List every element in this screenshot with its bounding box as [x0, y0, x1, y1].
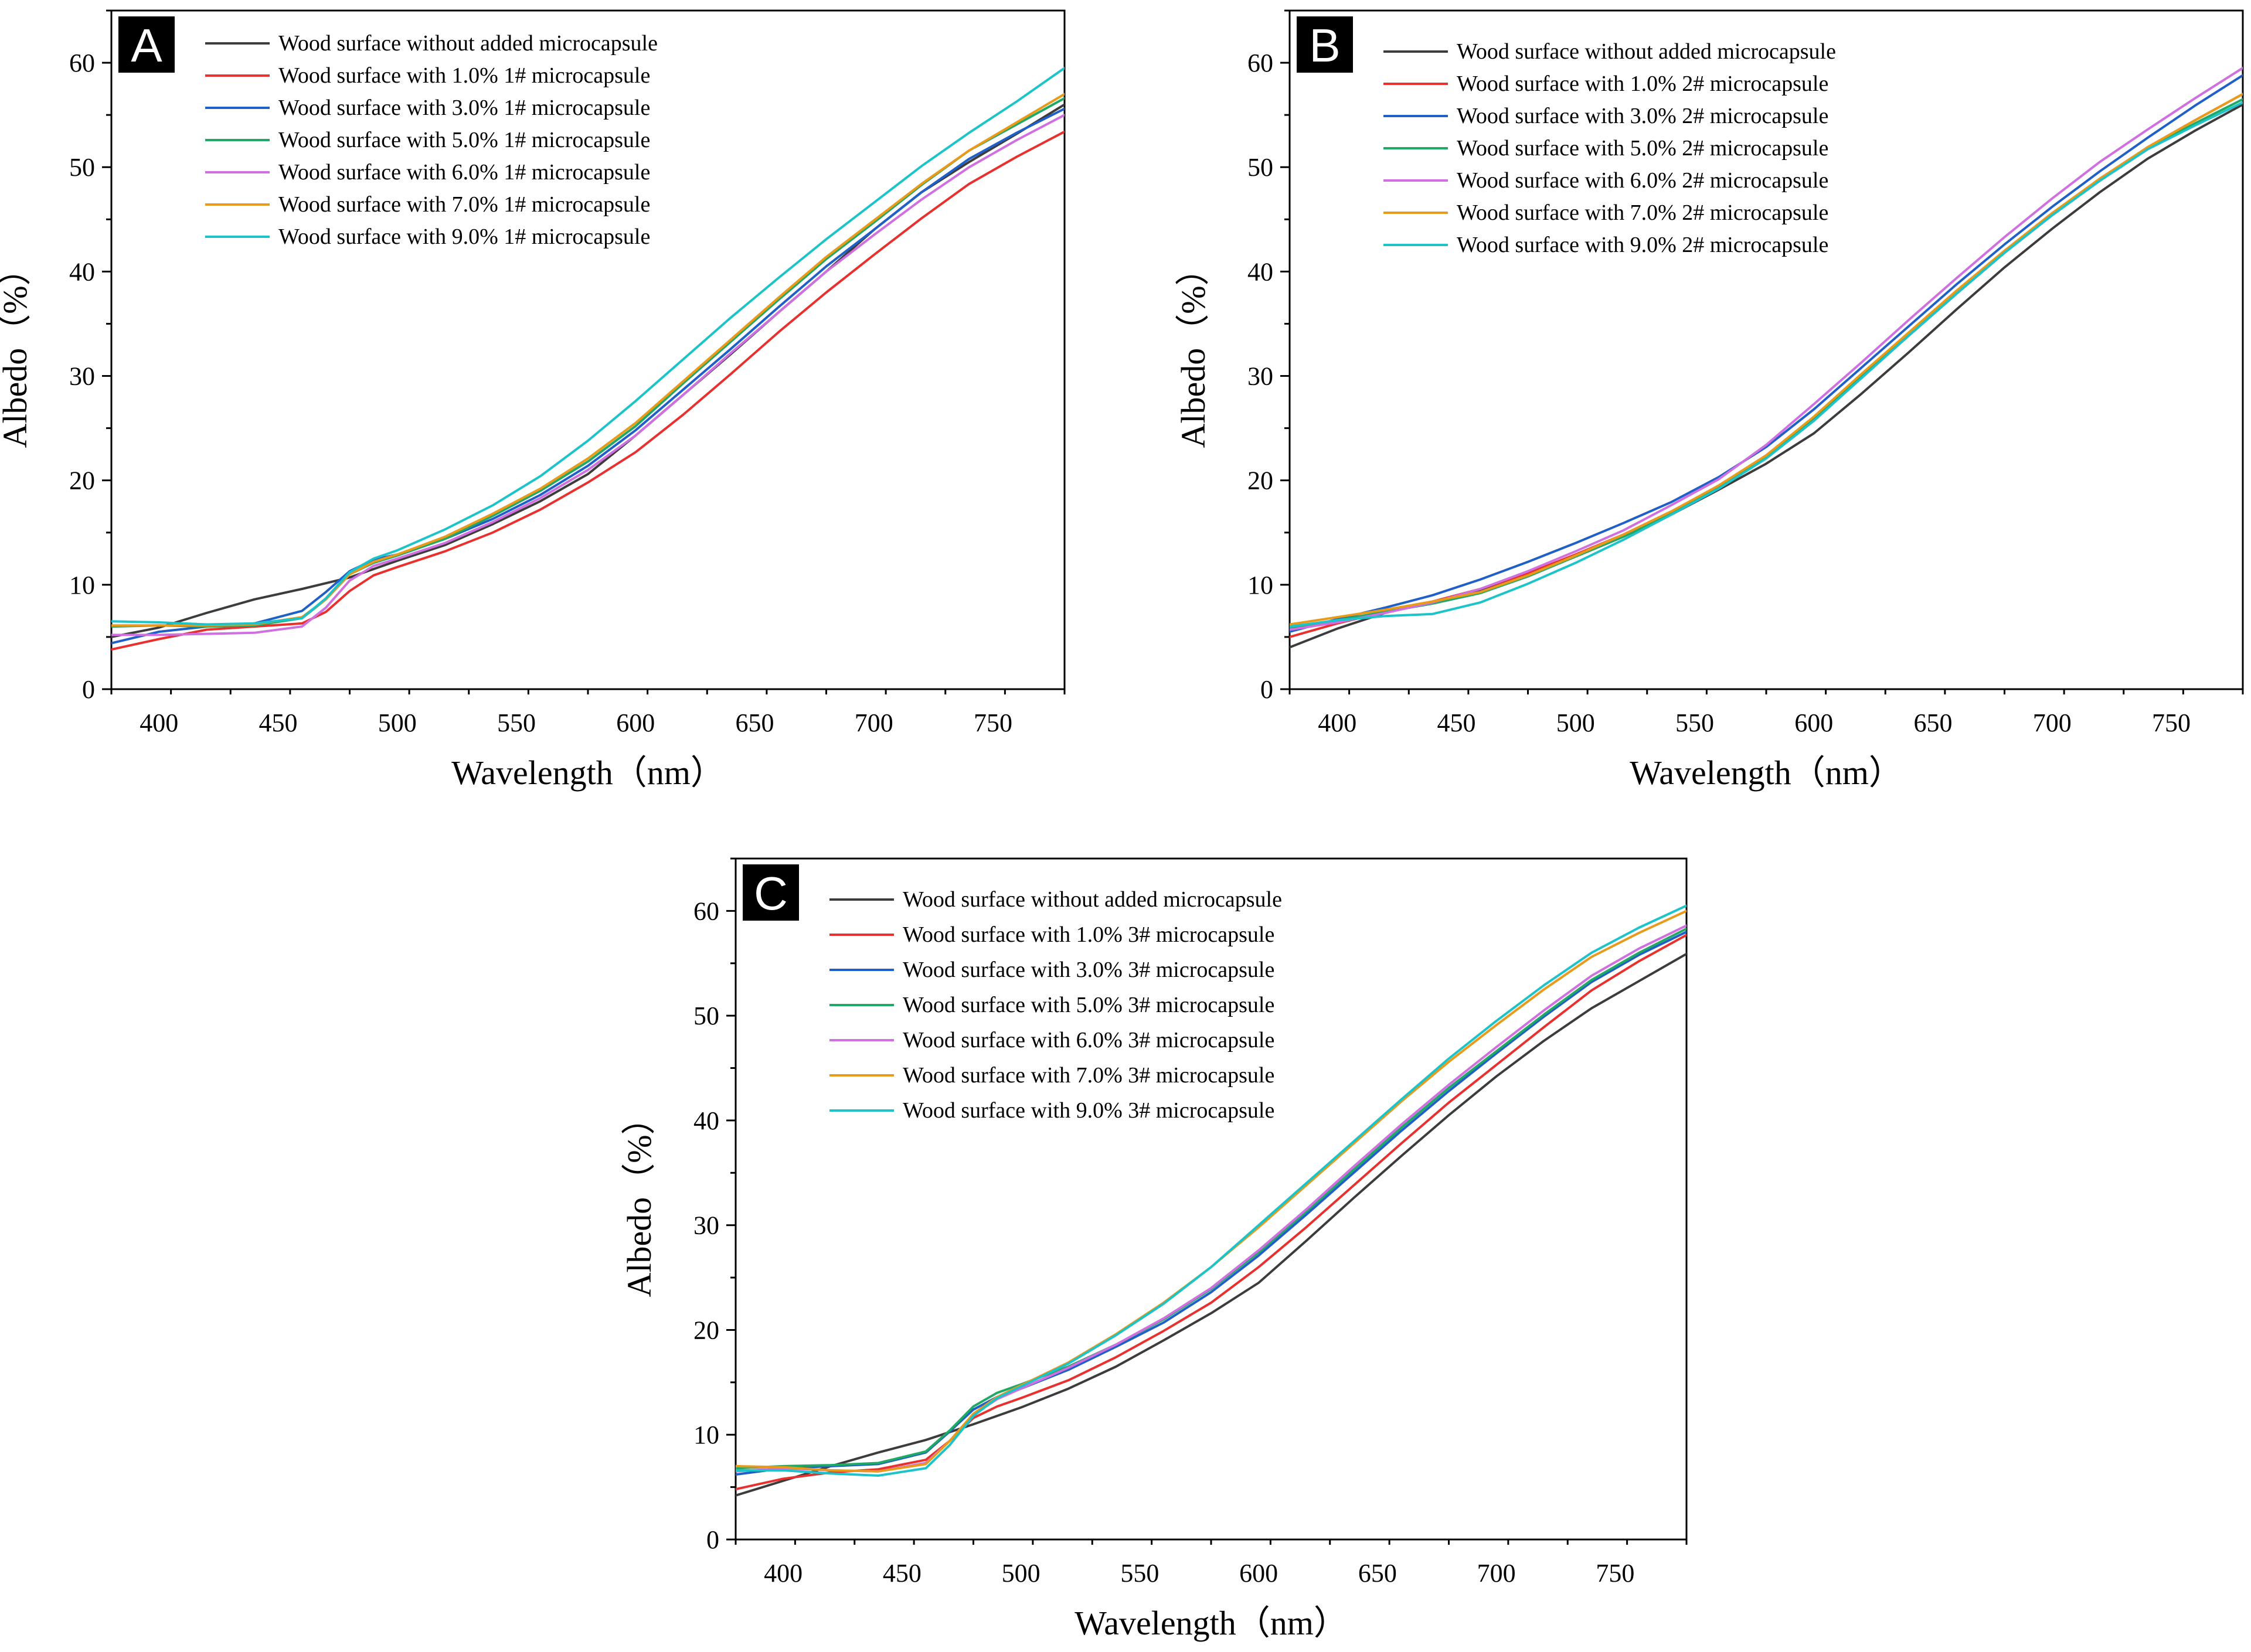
panel-a-y-tick-label: 30 — [69, 362, 95, 391]
panel-b-y-tick-label: 30 — [1247, 362, 1273, 391]
panel-c-legend-label-1: Wood surface with 1.0% 3# microcapsule — [903, 922, 1274, 947]
panel-b-letter-badge — [1297, 16, 1353, 73]
panel-b-x-tick-label: 500 — [1556, 709, 1595, 737]
panel-a-chart: 400 450 500 550 600 650 700 750 0 10 20 30 40 50 60 Wav… — [0, 9, 1066, 792]
panel-a-series-line-1 — [111, 130, 1065, 651]
panel-a-series-group — [111, 67, 1065, 651]
panel-c-y-tick-label: 60 — [693, 897, 719, 925]
panel-b-x-tick-label: 650 — [1914, 709, 1953, 737]
panel-c-series-line-1 — [736, 934, 1686, 1491]
panel-c-y-tick-label: 50 — [693, 1002, 719, 1030]
panel-b-legend-label-4: Wood surface with 6.0% 2# microcapsule — [1457, 168, 1828, 193]
panel-a-x-tick-label: 450 — [259, 709, 298, 737]
panel-a-y-axis-title: Albedo（%） — [0, 251, 34, 448]
panel-b-x-tick-label: 450 — [1437, 709, 1476, 737]
panel-c-chart: 400 450 500 550 600 650 700 750 0 10 20 30 40 50 60 Wav… — [620, 857, 1688, 1642]
panel-a-legend-label-0: Wood surface without added microcapsule — [278, 31, 658, 56]
panel-b-series-line-2 — [1290, 74, 2243, 633]
panel-c-series-line-0 — [736, 952, 1686, 1497]
panel-c-x-tick-label: 650 — [1358, 1559, 1397, 1588]
panel-c-x-tick-label: 550 — [1120, 1559, 1159, 1588]
panel-c-legend-label-2: Wood surface with 3.0% 3# microcapsule — [903, 958, 1274, 982]
panel-b-series-group — [1290, 67, 2243, 649]
panel-c-y-tick-label: 10 — [693, 1421, 719, 1449]
panel-b-y-tick-label: 20 — [1247, 466, 1273, 495]
panel-c-y-tick-label: 30 — [693, 1211, 719, 1240]
panel-c-series-line-6 — [736, 904, 1686, 1477]
panel-b-x-axis-title: Wavelength（nm） — [1630, 754, 1903, 792]
panel-a-legend-label-2: Wood surface with 3.0% 1# microcapsule — [278, 96, 650, 120]
panel-a-x-tick-label: 600 — [616, 709, 655, 737]
panel-b-y-tick-label: 50 — [1247, 153, 1273, 182]
panel-a-x-tick-label: 550 — [497, 709, 536, 737]
panel-a-legend-label-6: Wood surface with 9.0% 1# microcapsule — [278, 224, 650, 249]
panel-a-y-tick-label: 40 — [69, 257, 95, 286]
panel-b-series-line-6 — [1290, 101, 2243, 628]
panel-b-x-tick-label: 600 — [1794, 709, 1833, 737]
panel-b-x-tick-label: 750 — [2152, 709, 2191, 737]
panel-a-letter: A — [131, 19, 162, 71]
panel-a-x-tick-label: 400 — [140, 709, 178, 737]
panel-a-x-tick-label: 700 — [855, 709, 893, 737]
panel-a-x-tick-label: 650 — [736, 709, 774, 737]
panel-c-y-tick-label: 0 — [706, 1525, 719, 1554]
panel-a-legend-label-1: Wood surface with 1.0% 1# microcapsule — [278, 63, 650, 88]
panel-c-legend: Wood surface without added microcapsule W… — [829, 887, 1282, 1123]
panel-a-legend-label-5: Wood surface with 7.0% 1# microcapsule — [278, 192, 650, 217]
panel-c-x-axis-title: Wavelength（nm） — [1075, 1604, 1348, 1642]
panel-c-letter-badge — [743, 864, 799, 921]
panel-b-legend-label-0: Wood surface without added microcapsule — [1457, 39, 1836, 64]
panel-b-legend-label-1: Wood surface with 1.0% 2# microcapsule — [1457, 71, 1828, 96]
panel-a-x-tick-label: 750 — [974, 709, 1012, 737]
panel-a-x-axis-title: Wavelength（nm） — [451, 754, 725, 792]
panel-b-x-tick-label: 550 — [1675, 709, 1714, 737]
panel-a-series-line-6 — [111, 67, 1065, 626]
panel-a-legend-label-4: Wood surface with 6.0% 1# microcapsule — [278, 160, 650, 185]
panel-c-letter: C — [754, 867, 788, 919]
panel-b-chart: 400 450 500 550 600 650 700 750 0 10 20 30 40 50 60 Wav… — [1174, 9, 2244, 792]
panel-c-legend-label-0: Wood surface without added microcapsule — [903, 887, 1282, 912]
panel-c-x-tick-label: 750 — [1596, 1559, 1634, 1588]
panel-c-x-tick-label: 600 — [1239, 1559, 1278, 1588]
panel-a-series-line-4 — [111, 114, 1065, 636]
panel-b-y-tick-label: 40 — [1247, 257, 1273, 286]
panel-c-y-tick-label: 20 — [693, 1316, 719, 1344]
panel-b-y-tick-label: 10 — [1247, 571, 1273, 600]
panel-b-y-axis-title: Albedo（%） — [1174, 251, 1212, 448]
panel-a-y-tick-label: 0 — [82, 675, 95, 704]
panel-a-legend: Wood surface without added microcapsule W… — [205, 31, 658, 249]
panel-b-legend: Wood surface without added microcapsule W… — [1383, 39, 1836, 257]
panel-a-y-tick-label: 60 — [69, 49, 95, 77]
panel-c-legend-label-6: Wood surface with 9.0% 3# microcapsule — [903, 1098, 1274, 1123]
panel-c-series-group — [736, 904, 1686, 1497]
panel-b-letter: B — [1309, 19, 1340, 71]
panel-a-y-tick-label: 50 — [69, 153, 95, 182]
panel-b-x-tick-label: 400 — [1318, 709, 1356, 737]
panel-a-y-tick-label: 20 — [69, 466, 95, 495]
panel-b-legend-label-2: Wood surface with 3.0% 2# microcapsule — [1457, 104, 1828, 128]
panel-c-x-tick-label: 500 — [1002, 1559, 1041, 1588]
panel-a-legend-label-3: Wood surface with 5.0% 1# microcapsule — [278, 128, 650, 152]
panel-c-x-tick-label: 450 — [883, 1559, 922, 1588]
panel-b-y-tick-label: 60 — [1247, 49, 1273, 77]
panel-b-x-tick-label: 700 — [2033, 709, 2072, 737]
panel-b-series-line-5 — [1290, 93, 2243, 626]
panel-c-legend-label-4: Wood surface with 6.0% 3# microcapsule — [903, 1028, 1274, 1052]
panel-c-legend-label-3: Wood surface with 5.0% 3# microcapsule — [903, 993, 1274, 1017]
panel-b-y-tick-label: 0 — [1260, 675, 1273, 704]
panel-b-legend-label-3: Wood surface with 5.0% 2# microcapsule — [1457, 136, 1828, 161]
panel-c-y-axis-title: Albedo（%） — [620, 1101, 658, 1297]
panel-b-legend-label-5: Wood surface with 7.0% 2# microcapsule — [1457, 200, 1828, 225]
panel-c-x-tick-label: 400 — [764, 1559, 803, 1588]
panel-a-letter-badge — [118, 16, 175, 73]
panel-b-legend-label-6: Wood surface with 9.0% 2# microcapsule — [1457, 233, 1828, 257]
panel-a-y-tick-label: 10 — [69, 571, 95, 600]
panel-c-legend-label-5: Wood surface with 7.0% 3# microcapsule — [903, 1063, 1274, 1088]
panel-a-x-tick-label: 500 — [378, 709, 417, 737]
panel-c-x-tick-label: 700 — [1477, 1559, 1516, 1588]
panel-c-y-tick-label: 40 — [693, 1106, 719, 1135]
panel-a-series-line-2 — [111, 107, 1065, 645]
